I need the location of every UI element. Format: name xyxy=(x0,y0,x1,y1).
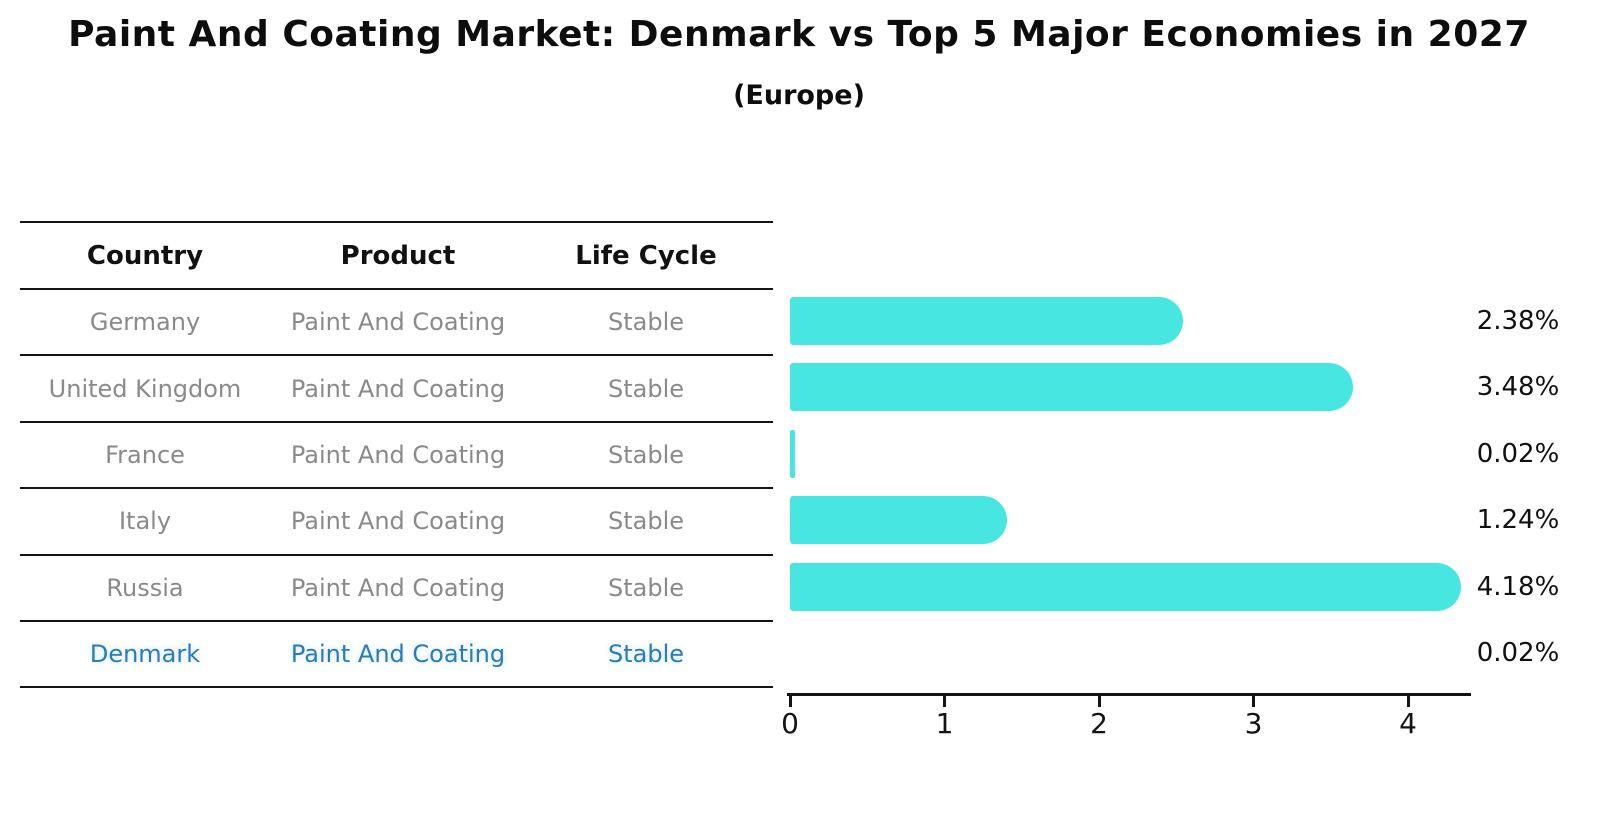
table-cell-country: United Kingdom xyxy=(48,374,242,403)
bar-value-label: 4.18% xyxy=(1476,571,1560,602)
bar-highlighted xyxy=(790,629,798,675)
bar xyxy=(790,429,795,478)
bar-value-label: 0.02% xyxy=(1476,438,1560,469)
x-axis-tick-label: 2 xyxy=(1090,707,1108,740)
country-table: Country Product Life Cycle Germany Paint … xyxy=(20,221,773,689)
table-cell-life-cycle: Stable xyxy=(607,573,685,602)
bar xyxy=(790,496,1007,545)
bar xyxy=(790,297,1183,345)
table-cell-product: Paint And Coating xyxy=(290,374,506,403)
x-axis-tick-label: 4 xyxy=(1399,707,1417,740)
table-row: Germany Paint And Coating Stable xyxy=(20,290,773,357)
table-cell-product: Paint And Coating xyxy=(290,573,506,602)
table-row: Russia Paint And Coating Stable xyxy=(20,556,773,622)
bar-value-label: 0.02% xyxy=(1476,638,1560,668)
table-row: Italy Paint And Coating Stable xyxy=(20,489,773,556)
table-cell-life-cycle: Stable xyxy=(607,308,685,337)
table-cell-country: Germany xyxy=(89,308,201,337)
x-axis-line xyxy=(787,693,1471,696)
table-row: United Kingdom Paint And Coating Stable xyxy=(20,356,773,423)
column-header-country: Country xyxy=(86,240,204,271)
x-axis-tick xyxy=(1252,696,1255,707)
x-axis-tick xyxy=(943,696,946,707)
table-body: Germany Paint And Coating Stable United Kin… xyxy=(20,290,773,689)
bar-value-label: 3.48% xyxy=(1476,372,1560,403)
x-axis-tick xyxy=(1406,696,1410,707)
column-header-lifecycle: Life Cycle xyxy=(575,240,717,271)
table-row: France Paint And Coating Stable xyxy=(20,423,773,490)
column-header-product: Product xyxy=(340,240,456,271)
x-axis-tick-label: 3 xyxy=(1244,707,1263,740)
table-cell-life-cycle: Stable xyxy=(607,640,685,669)
x-axis-tick-label: 1 xyxy=(935,707,954,740)
table-cell-product: Paint And Coating xyxy=(290,440,506,469)
x-axis-tick-label: 0 xyxy=(781,707,799,740)
bar xyxy=(790,562,1461,611)
table-cell-product: Paint And Coating xyxy=(290,507,506,536)
bar-value-label: 1.24% xyxy=(1476,505,1560,536)
table-header-row: Country Product Life Cycle xyxy=(20,223,773,290)
table-cell-country: Denmark xyxy=(89,640,201,669)
chart-title: Paint And Coating Market: Denmark vs Top… xyxy=(68,14,1530,55)
table-cell-product: Paint And Coating xyxy=(290,640,506,669)
table-cell-product: Paint And Coating xyxy=(290,308,506,337)
table-cell-country: Russia xyxy=(106,573,184,602)
table-cell-life-cycle: Stable xyxy=(607,440,685,469)
table-cell-life-cycle: Stable xyxy=(607,374,685,403)
x-axis-tick xyxy=(1097,696,1101,707)
bar-value-label: 2.38% xyxy=(1476,306,1560,336)
chart-subtitle: (Europe) xyxy=(733,80,865,111)
table-cell-life-cycle: Stable xyxy=(607,507,685,536)
table-cell-country: France xyxy=(105,440,185,469)
table-row-highlighted: Denmark Paint And Coating Stable xyxy=(20,622,773,689)
table-cell-country: Italy xyxy=(118,507,172,536)
x-axis-tick xyxy=(788,696,792,707)
bar xyxy=(790,363,1353,412)
